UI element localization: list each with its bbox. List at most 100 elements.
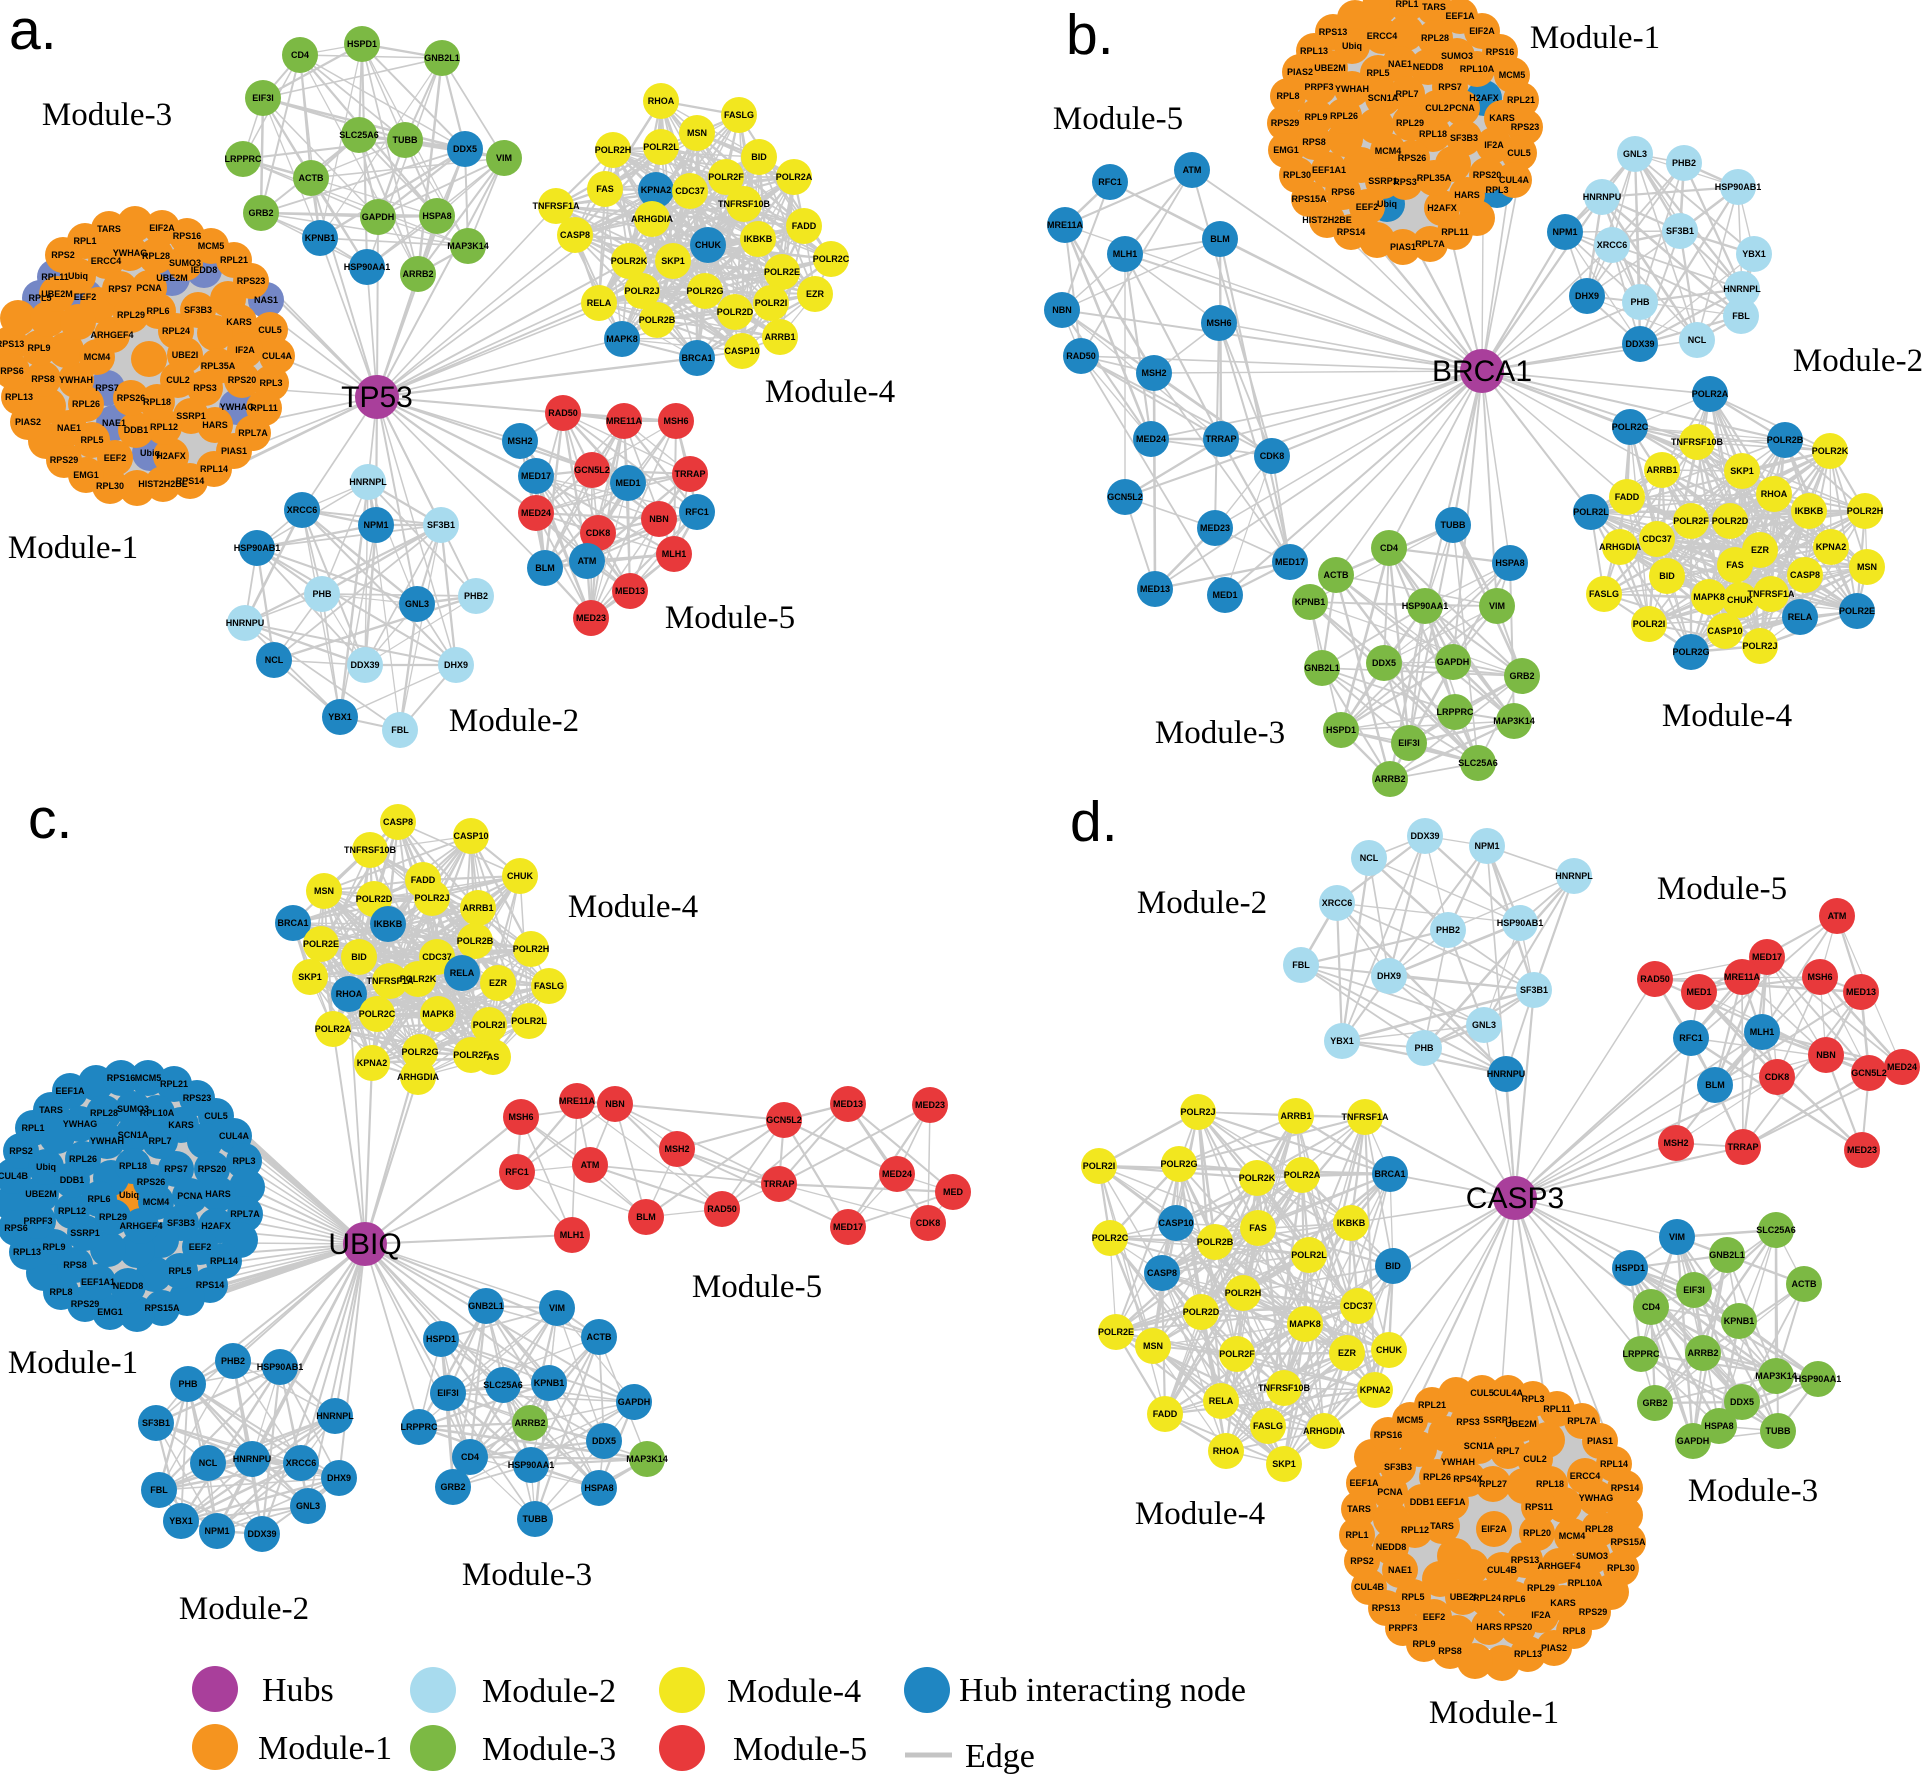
svg-text:VIM: VIM [549,1303,565,1313]
svg-text:HARS: HARS [205,1189,231,1199]
svg-text:MED23: MED23 [915,1100,945,1110]
svg-text:RPS11: RPS11 [1525,1502,1553,1512]
svg-text:RPL29: RPL29 [117,310,145,320]
svg-text:RPS8: RPS8 [1302,137,1326,147]
svg-text:TARS: TARS [1347,1504,1371,1514]
svg-text:Module-2: Module-2 [482,1673,616,1710]
svg-text:HSP90AB1: HSP90AB1 [234,543,281,553]
svg-text:DDX5: DDX5 [1372,658,1396,668]
svg-text:GAPDH: GAPDH [1437,657,1470,667]
svg-text:RPL9: RPL9 [42,1242,65,1252]
svg-text:DDB1: DDB1 [60,1175,85,1185]
svg-text:TNFRSF10B: TNFRSF10B [344,845,397,855]
svg-text:EEF1A: EEF1A [1436,1497,1466,1507]
svg-text:FAS: FAS [596,184,614,194]
svg-text:BRCA1: BRCA1 [277,918,308,928]
svg-text:BLM: BLM [636,1212,656,1222]
svg-text:TNFRSF10B: TNFRSF10B [1258,1383,1311,1393]
svg-text:GRB2: GRB2 [1509,671,1534,681]
svg-text:GCN5L2: GCN5L2 [1107,492,1143,502]
svg-text:SSRP1: SSRP1 [70,1228,100,1238]
svg-text:IKBKB: IKBKB [374,919,403,929]
svg-text:POLR2L: POLR2L [1291,1250,1327,1260]
svg-text:POLR2F: POLR2F [1219,1349,1255,1359]
svg-text:EEF2: EEF2 [74,292,97,302]
svg-text:POLR2J: POLR2J [1742,641,1777,651]
svg-text:H2AFX: H2AFX [201,1221,231,1231]
svg-text:GNB2L1: GNB2L1 [1709,1250,1745,1260]
svg-text:FAS: FAS [1249,1223,1267,1233]
svg-text:MCM5: MCM5 [135,1073,162,1083]
svg-text:EEF1A: EEF1A [1445,11,1475,21]
svg-text:Module-2: Module-2 [1793,343,1923,379]
svg-text:TARS: TARS [39,1105,63,1115]
svg-text:ARRB2: ARRB2 [514,1418,545,1428]
svg-text:RPL21: RPL21 [1418,1400,1446,1410]
svg-text:MAPK8: MAPK8 [1289,1319,1321,1329]
svg-text:PRPF3: PRPF3 [1304,82,1333,92]
svg-text:PHB2: PHB2 [1672,158,1696,168]
svg-text:MAP3K14: MAP3K14 [626,1454,668,1464]
svg-text:TNFRSF10B: TNFRSF10B [1671,437,1724,447]
svg-text:POLR2A: POLR2A [776,172,813,182]
svg-text:Module-1: Module-1 [8,530,138,566]
svg-text:Module-2: Module-2 [179,1591,309,1627]
svg-text:RPS3: RPS3 [1456,1417,1480,1427]
svg-text:Module-3: Module-3 [1155,715,1285,751]
svg-text:KARS: KARS [168,1120,194,1130]
svg-text:MED13: MED13 [1140,584,1170,594]
svg-text:RPS13: RPS13 [0,339,24,349]
svg-text:MED24: MED24 [1136,434,1166,444]
svg-text:CUL4A: CUL4A [1493,1388,1524,1398]
svg-text:MCM4: MCM4 [143,1197,170,1207]
svg-text:GNL3: GNL3 [1623,149,1647,159]
svg-text:IF2A: IF2A [1531,1610,1551,1620]
svg-text:UBE2I: UBE2I [1450,1592,1477,1602]
svg-text:RFC1: RFC1 [1098,177,1122,187]
svg-text:CUL5: CUL5 [204,1111,228,1121]
svg-text:POLR2I: POLR2I [1083,1161,1116,1171]
svg-text:a.: a. [9,0,57,62]
svg-text:RPS16: RPS16 [1486,47,1515,57]
svg-text:SF3B3: SF3B3 [1450,133,1478,143]
svg-text:ARRB1: ARRB1 [1280,1111,1311,1121]
svg-text:POLR2E: POLR2E [1839,606,1875,616]
svg-text:RPS14: RPS14 [1337,227,1366,237]
svg-text:RPS16: RPS16 [1374,1430,1403,1440]
svg-text:PHB: PHB [178,1379,198,1389]
svg-text:GAPDH: GAPDH [618,1397,651,1407]
svg-text:MRE11A: MRE11A [1724,972,1761,982]
svg-text:RPL30: RPL30 [96,481,124,491]
svg-text:RPL11: RPL11 [1543,1404,1571,1414]
svg-text:POLR2G: POLR2G [401,1047,438,1057]
svg-text:DDX39: DDX39 [1410,831,1439,841]
svg-text:CDK8: CDK8 [916,1218,941,1228]
svg-text:EEF1A: EEF1A [1349,1478,1379,1488]
svg-text:DDX39: DDX39 [350,660,379,670]
svg-text:RPL12: RPL12 [150,422,178,432]
svg-text:MCM5: MCM5 [1499,70,1526,80]
svg-text:RPL1: RPL1 [21,1123,44,1133]
svg-text:RPL30: RPL30 [1283,170,1311,180]
svg-text:DDX5: DDX5 [592,1436,616,1446]
svg-text:RPS6: RPS6 [0,366,24,376]
svg-text:RPL8: RPL8 [1562,1626,1585,1636]
svg-text:PIAS1: PIAS1 [1390,242,1416,252]
svg-text:CHUK: CHUK [507,871,533,881]
svg-text:GNB2L1: GNB2L1 [424,53,460,63]
svg-text:Module-5: Module-5 [1053,101,1183,137]
svg-text:RPS20: RPS20 [198,1164,227,1174]
svg-text:RPL11: RPL11 [41,272,69,282]
svg-text:Module-1: Module-1 [1429,1695,1559,1731]
svg-text:RPS20: RPS20 [228,375,257,385]
svg-text:EIF3I: EIF3I [252,93,274,103]
svg-text:GNB2L1: GNB2L1 [468,1301,504,1311]
svg-text:RPL8: RPL8 [49,1287,72,1297]
svg-text:MRE11A: MRE11A [606,416,643,426]
svg-text:Ubiq: Ubiq [1377,199,1397,209]
svg-text:CUL5: CUL5 [1507,148,1531,158]
svg-text:HNRNPU: HNRNPU [226,618,265,628]
svg-text:PHB: PHB [1414,1043,1434,1053]
svg-text:ARRB1: ARRB1 [462,903,493,913]
svg-text:MED17: MED17 [1275,557,1305,567]
